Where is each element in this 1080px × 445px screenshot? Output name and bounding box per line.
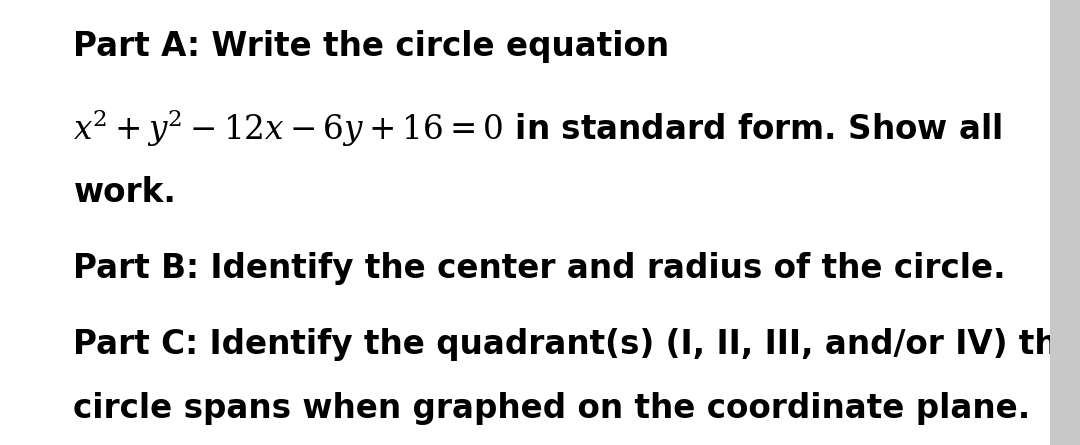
Text: Part A: Write the circle equation: Part A: Write the circle equation bbox=[73, 30, 670, 63]
Text: circle spans when graphed on the coordinate plane.: circle spans when graphed on the coordin… bbox=[73, 392, 1030, 425]
Text: Part B: Identify the center and radius of the circle.: Part B: Identify the center and radius o… bbox=[73, 252, 1007, 285]
Text: work.: work. bbox=[73, 177, 176, 210]
Bar bbox=[1050, 0, 1080, 445]
Text: Part C: Identify the quadrant(s) (I, II, III, and/or IV) that the: Part C: Identify the quadrant(s) (I, II,… bbox=[73, 328, 1080, 361]
Text: $x^2 + y^2 - 12x - 6y + 16 = 0$ in standard form. Show all: $x^2 + y^2 - 12x - 6y + 16 = 0$ in stand… bbox=[73, 108, 1002, 149]
